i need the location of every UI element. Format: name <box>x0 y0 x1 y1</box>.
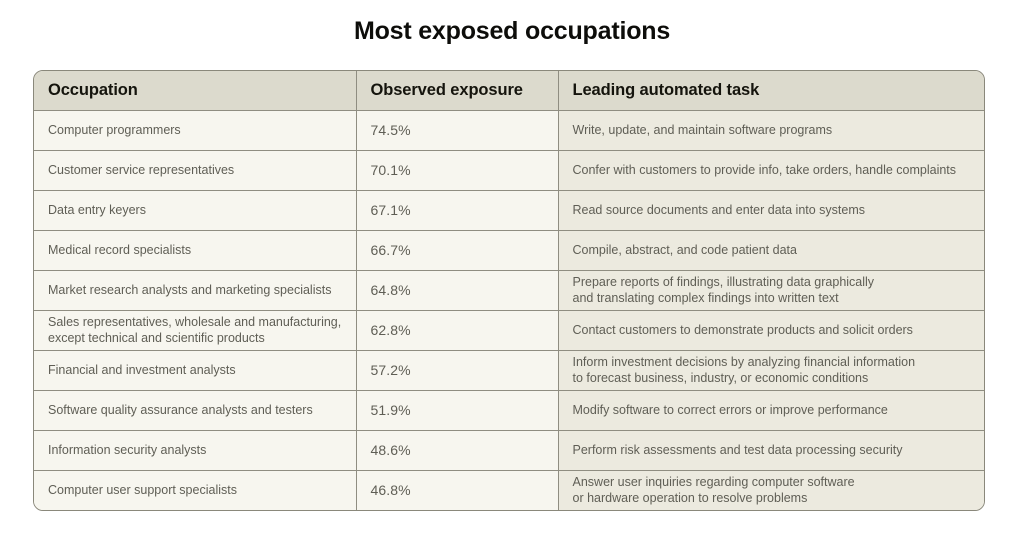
occupation-cell: Data entry keyers <box>34 189 357 231</box>
exposure-cell: 66.7% <box>355 229 559 271</box>
occupation-cell: Computer user support specialists <box>34 469 357 510</box>
table-row: Sales representatives, wholesale and man… <box>34 309 984 351</box>
table-row: Data entry keyers 67.1% Read source docu… <box>34 189 984 231</box>
exposure-cell: 62.8% <box>355 309 559 351</box>
table-row: Software quality assurance analysts and … <box>34 389 984 431</box>
table-header-row: Occupation Observed exposure Leading aut… <box>34 71 984 111</box>
occupation-cell: Medical record specialists <box>34 229 357 271</box>
occupation-cell: Computer programmers <box>34 109 357 151</box>
task-cell: Contact customers to demonstrate product… <box>557 309 984 351</box>
exposure-cell: 64.8% <box>355 269 559 311</box>
occupation-cell: Information security analysts <box>34 429 357 471</box>
exposure-cell: 51.9% <box>355 389 559 431</box>
column-header-occupation: Occupation <box>34 71 357 111</box>
page-title: Most exposed occupations <box>353 17 671 45</box>
table-row: Computer user support specialists 46.8% … <box>34 469 984 510</box>
table-row: Medical record specialists 66.7% Compile… <box>34 229 984 271</box>
table-row: Customer service representatives 70.1% C… <box>34 149 984 191</box>
table-body: Computer programmers 74.5% Write, update… <box>34 109 984 510</box>
table-row: Market research analysts and marketing s… <box>34 269 984 311</box>
exposure-cell: 57.2% <box>355 349 559 391</box>
occupation-cell: Financial and investment analysts <box>34 349 357 391</box>
exposure-cell: 48.6% <box>355 429 559 471</box>
task-cell: Compile, abstract, and code patient data <box>557 229 984 271</box>
exposure-cell: 46.8% <box>355 469 559 510</box>
exposure-cell: 74.5% <box>355 109 559 151</box>
exposure-table-container: Occupation Observed exposure Leading aut… <box>33 70 985 511</box>
task-cell: Inform investment decisions by analyzing… <box>557 349 984 391</box>
column-header-leading-automated-task: Leading automated task <box>557 71 984 111</box>
task-cell: Perform risk assessments and test data p… <box>557 429 984 471</box>
occupation-cell: Market research analysts and marketing s… <box>34 269 357 311</box>
task-cell: Read source documents and enter data int… <box>557 189 984 231</box>
task-cell: Confer with customers to provide info, t… <box>557 149 984 191</box>
occupation-cell: Sales representatives, wholesale and man… <box>34 309 357 351</box>
table-row: Information security analysts 48.6% Perf… <box>34 429 984 471</box>
exposure-table: Occupation Observed exposure Leading aut… <box>34 71 984 510</box>
task-cell: Modify software to correct errors or imp… <box>557 389 984 431</box>
task-cell: Answer user inquiries regarding computer… <box>557 469 984 510</box>
task-cell: Write, update, and maintain software pro… <box>557 109 984 151</box>
table-row: Financial and investment analysts 57.2% … <box>34 349 984 391</box>
task-cell: Prepare reports of findings, illustratin… <box>557 269 984 311</box>
exposure-cell: 70.1% <box>355 149 559 191</box>
column-header-observed-exposure: Observed exposure <box>355 71 559 111</box>
occupation-cell: Customer service representatives <box>34 149 357 191</box>
exposure-cell: 67.1% <box>355 189 559 231</box>
table-row: Computer programmers 74.5% Write, update… <box>34 109 984 151</box>
occupation-cell: Software quality assurance analysts and … <box>34 389 357 431</box>
